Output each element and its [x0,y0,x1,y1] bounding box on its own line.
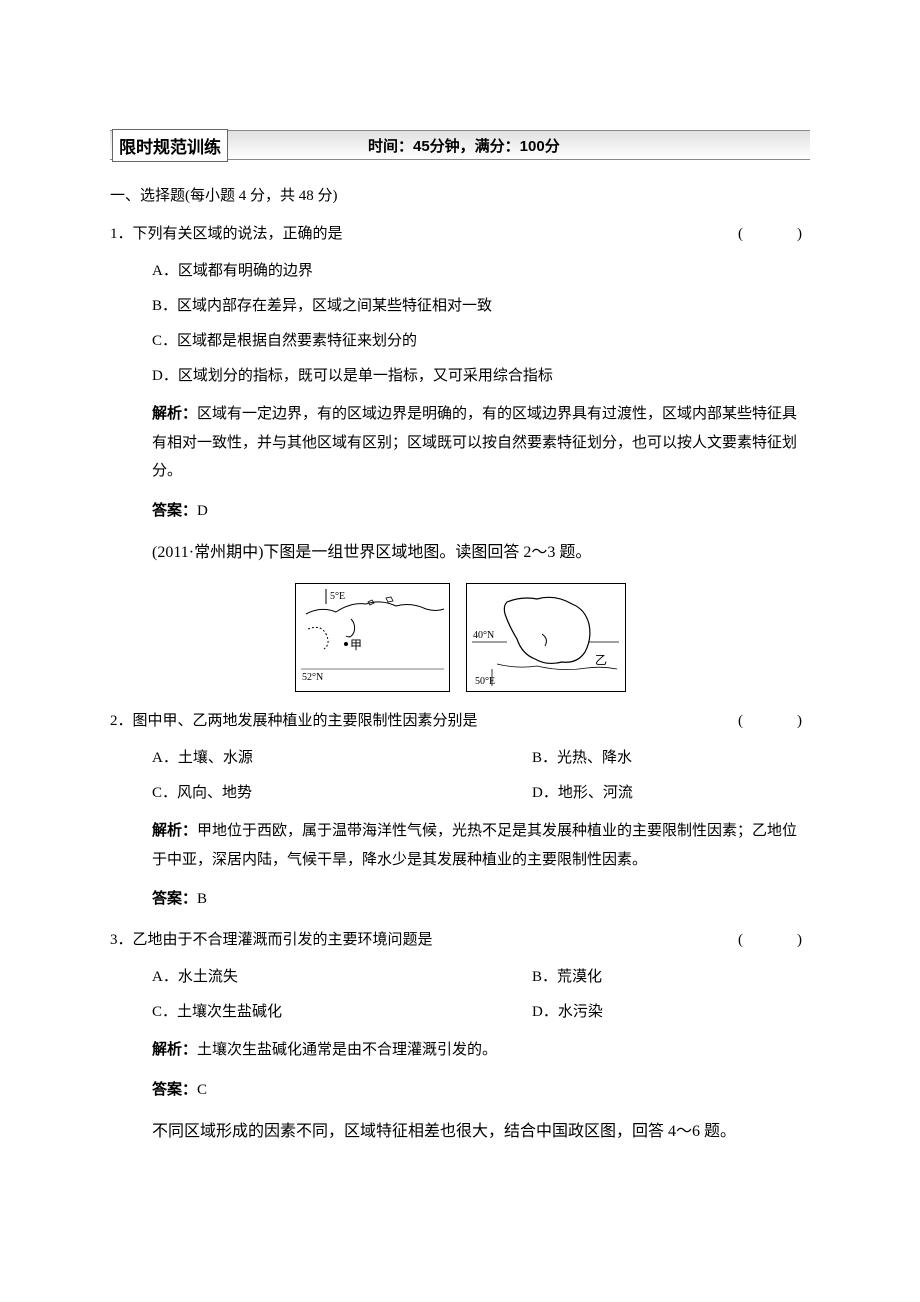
q1-text: 下列有关区域的说法，正确的是 [133,226,343,242]
q1-number: 1． [110,226,133,242]
q1-answer: 答案：D [110,498,810,525]
q2-optC: C．风向、地势 [152,780,532,807]
q3-answer: 答案：C [110,1077,810,1104]
q2-stem: 2．图中甲、乙两地发展种植业的主要限制性因素分别是 ( ) [110,708,810,735]
q2-optD: D．地形、河流 [532,780,810,807]
q3-number: 3． [110,932,133,948]
q3-paren: ( ) [738,927,810,954]
q1-stem-text: 1．下列有关区域的说法，正确的是 [110,221,343,248]
q3-analysis: 解析：土壤次生盐碱化通常是由不合理灌溉引发的。 [110,1036,810,1065]
map-row: 5°E 52°N 甲 40°N [110,583,810,692]
q1-answer-value: D [197,503,208,519]
q1-analysis: 解析：区域有一定边界，有的区域边界是明确的，有的区域边界具有过渡性，区域内部某些… [110,400,810,486]
q3-optD: D．水污染 [532,999,810,1026]
question-2: 2．图中甲、乙两地发展种植业的主要限制性因素分别是 ( ) A．土壤、水源 B．… [110,708,810,913]
section-header: 一、选择题(每小题 4 分，共 48 分) [110,184,810,205]
map1-lon-label: 5°E [330,591,345,602]
q2-stem-text: 2．图中甲、乙两地发展种植业的主要限制性因素分别是 [110,708,478,735]
q3-answer-value: C [197,1082,207,1098]
header-title: 限时规范训练 [112,129,228,162]
page-container: 限时规范训练 时间：45分钟，满分：100分 一、选择题(每小题 4 分，共 4… [0,0,920,1241]
answer-label: 答案： [152,891,197,907]
q2-text: 图中甲、乙两地发展种植业的主要限制性因素分别是 [133,713,478,729]
q1-optA: A．区域都有明确的边界 [152,258,810,285]
q1-paren: ( ) [738,221,810,248]
q1-optB: B．区域内部存在差异，区域之间某些特征相对一致 [152,293,810,320]
analysis-label: 解析： [152,823,197,839]
q3-optA: A．水土流失 [152,964,532,991]
question-1: 1．下列有关区域的说法，正确的是 ( ) A．区域都有明确的边界 B．区域内部存… [110,221,810,525]
map1-lat-label: 52°N [302,672,323,683]
q1-analysis-text: 区域有一定边界，有的区域边界是明确的，有的区域边界具有过渡性，区域内部某些特征具… [152,406,797,479]
map2-lat-label: 40°N [473,630,494,641]
q1-stem: 1．下列有关区域的说法，正确的是 ( ) [110,221,810,248]
q2-number: 2． [110,713,133,729]
q3-optB: B．荒漠化 [532,964,810,991]
q3-stem-text: 3．乙地由于不合理灌溉而引发的主要环境问题是 [110,927,433,954]
q3-options: A．水土流失 B．荒漠化 C．土壤次生盐碱化 D．水污染 [110,964,810,1026]
q1-optD: D．区域划分的指标，既可以是单一指标，又可采用综合指标 [152,363,810,390]
map-2: 40°N 50°E 乙 [466,583,626,692]
q2-options: A．土壤、水源 B．光热、降水 C．风向、地势 D．地形、河流 [110,745,810,807]
analysis-label: 解析： [152,1042,197,1058]
q2-answer-value: B [197,891,207,907]
q3-optC: C．土壤次生盐碱化 [152,999,532,1026]
answer-label: 答案： [152,503,197,519]
q2-optB: B．光热、降水 [532,745,810,772]
map2-region-label: 乙 [595,653,607,667]
header-subtitle: 时间：45分钟，满分：100分 [368,135,560,156]
intro-q23: (2011·常州期中)下图是一组世界区域地图。读图回答 2～3 题。 [110,539,810,568]
q2-answer: 答案：B [110,886,810,913]
q2-analysis: 解析：甲地位于西欧，属于温带海洋性气候，光热不足是其发展种植业的主要限制性因素；… [110,817,810,874]
q3-stem: 3．乙地由于不合理灌溉而引发的主要环境问题是 ( ) [110,927,810,954]
answer-label: 答案： [152,1082,197,1098]
q2-paren: ( ) [738,708,810,735]
question-3: 3．乙地由于不合理灌溉而引发的主要环境问题是 ( ) A．水土流失 B．荒漠化 … [110,927,810,1104]
q1-options: A．区域都有明确的边界 B．区域内部存在差异，区域之间某些特征相对一致 C．区域… [110,258,810,390]
q3-analysis-text: 土壤次生盐碱化通常是由不合理灌溉引发的。 [197,1042,497,1058]
map-1: 5°E 52°N 甲 [295,583,450,692]
map1-region-label: 甲 [350,638,362,652]
map2-svg: 40°N 50°E 乙 [467,584,625,691]
map2-lon-label: 50°E [475,676,495,687]
q2-optA: A．土壤、水源 [152,745,532,772]
analysis-label: 解析： [152,406,197,422]
outro-text: 不同区域形成的因素不同，区域特征相差也很大，结合中国政区图，回答 4～6 题。 [110,1118,810,1147]
header-bar: 限时规范训练 时间：45分钟，满分：100分 [110,130,810,160]
map1-svg: 5°E 52°N 甲 [296,584,449,691]
q1-optC: C．区域都是根据自然要素特征来划分的 [152,328,810,355]
q3-text: 乙地由于不合理灌溉而引发的主要环境问题是 [133,932,433,948]
q2-analysis-text: 甲地位于西欧，属于温带海洋性气候，光热不足是其发展种植业的主要限制性因素；乙地位… [152,823,797,868]
